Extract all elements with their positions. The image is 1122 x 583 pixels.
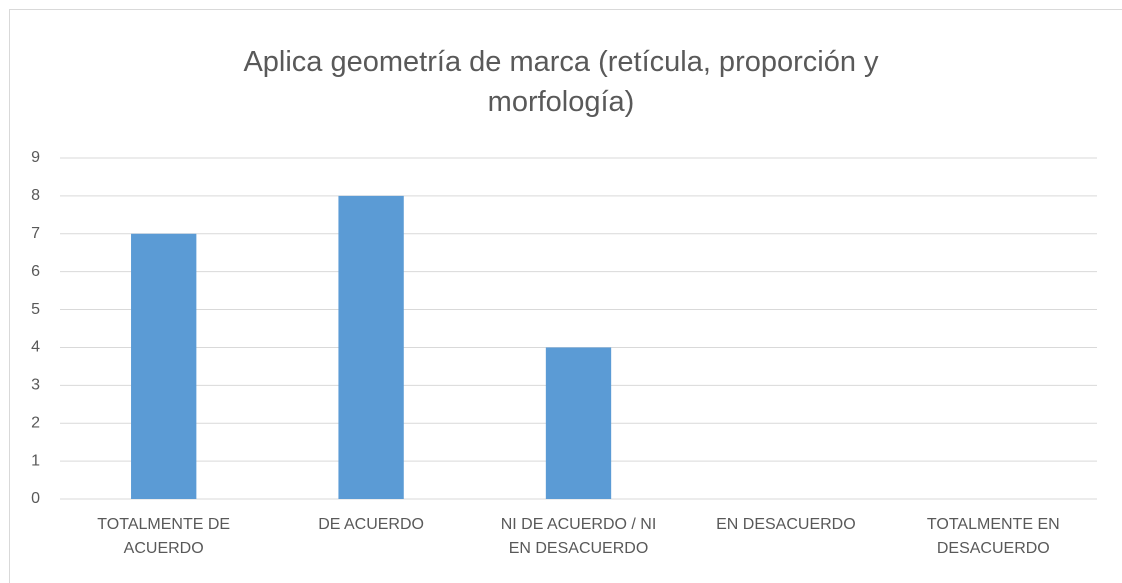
bar — [131, 233, 197, 499]
x-tick-label: TOTALMENTE DE ACUERDO — [97, 516, 231, 557]
bar — [338, 195, 404, 499]
y-tick-label: 1 — [31, 452, 40, 469]
y-tick-label: 6 — [31, 263, 40, 280]
chart-title: Aplica geometría de marca (retícula, pro… — [243, 46, 879, 118]
y-tick-label: 0 — [31, 490, 40, 507]
y-tick-label: 9 — [31, 149, 40, 166]
y-tick-label: 5 — [31, 301, 40, 318]
x-tick-label: TOTALMENTE EN DESACUERDO — [926, 516, 1060, 557]
y-tick-label: 8 — [31, 187, 40, 204]
x-tick-label: EN DESACUERDO — [716, 516, 856, 533]
y-tick-label: 4 — [31, 339, 40, 356]
y-tick-label: 3 — [31, 377, 40, 394]
bar — [545, 347, 612, 499]
y-tick-label: 2 — [31, 414, 40, 431]
x-tick-label: NI DE ACUERDO / NI EN DESACUERDO — [500, 516, 657, 557]
y-tick-label: 7 — [31, 225, 40, 242]
x-tick-label: DE ACUERDO — [318, 516, 424, 533]
chart-border — [9, 9, 1122, 583]
